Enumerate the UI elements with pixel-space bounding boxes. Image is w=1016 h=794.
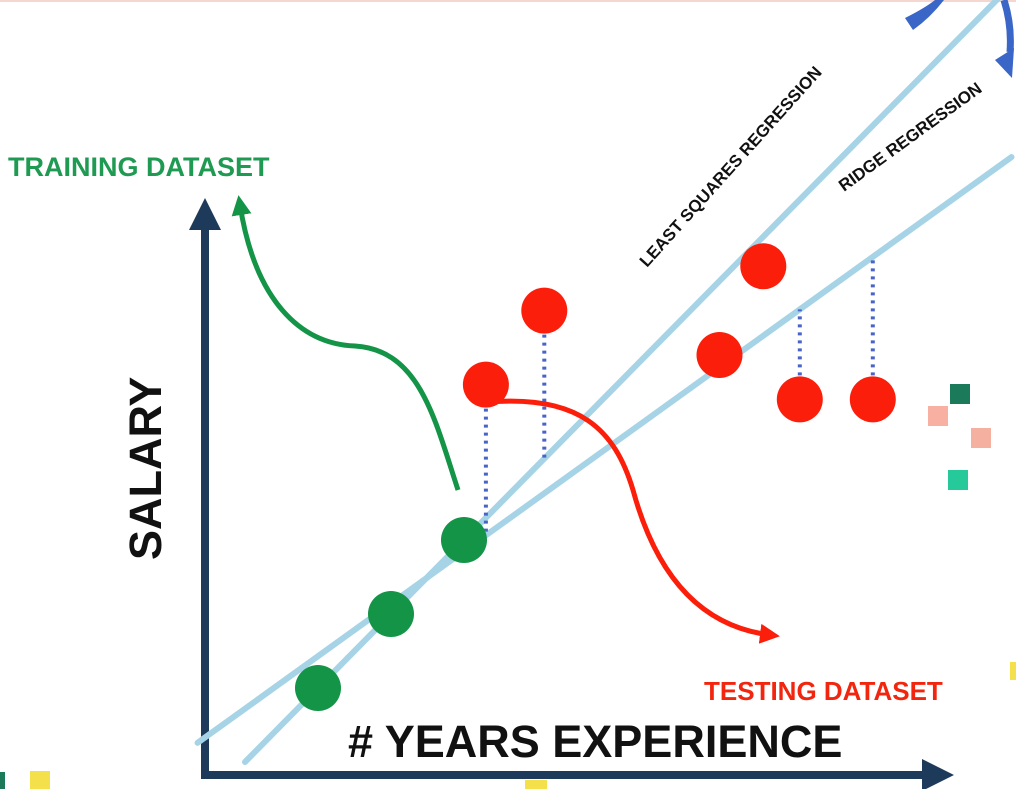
confetti-square-pink	[971, 428, 991, 448]
rotation-arrows-decoration	[905, 0, 1014, 78]
least-squares-regression-label: LEAST SQUARES REGRESSION	[636, 63, 826, 271]
testing-points	[462, 243, 896, 423]
confetti-square-yellow	[1010, 662, 1016, 680]
top-edge-tint	[0, 0, 1016, 2]
training-dataset-label: TRAINING DATASET	[8, 152, 270, 182]
confetti-square-teal	[950, 384, 970, 404]
residual-lines	[483, 256, 875, 536]
training-dataset-arrow	[231, 195, 461, 491]
training-point	[441, 517, 487, 563]
confetti-square-pink	[928, 406, 948, 426]
testing-point	[696, 332, 743, 378]
confetti-decoration	[0, 384, 1016, 789]
testing-point	[776, 376, 823, 423]
testing-point	[740, 243, 787, 290]
training-point	[368, 591, 414, 637]
testing-point	[521, 287, 568, 334]
confetti-square-yellow	[30, 771, 50, 789]
training-points	[295, 517, 487, 711]
confetti-square-green	[948, 470, 968, 490]
blue-curved-arrow-icon	[1000, 0, 1014, 53]
ridge-regression-line	[194, 154, 1015, 746]
x-axis-label: # YEARS EXPERIENCE	[348, 716, 842, 767]
testing-dataset-label: TESTING DATASET	[704, 676, 943, 706]
least-squares-regression-line	[242, 0, 1001, 765]
testing-point	[849, 376, 896, 423]
testing-dataset-arrow	[489, 398, 780, 644]
confetti-square-teal	[0, 772, 5, 789]
training-point	[295, 665, 341, 711]
testing-point	[462, 361, 509, 408]
blue-curved-arrow-icon	[995, 48, 1014, 78]
confetti-square-yellow	[525, 780, 547, 789]
y-axis-label: SALARY	[120, 377, 171, 560]
blue-curved-arrow-icon	[905, 0, 944, 30]
